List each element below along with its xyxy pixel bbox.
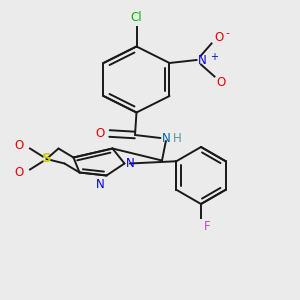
Text: +: + bbox=[210, 52, 218, 62]
Text: N: N bbox=[96, 178, 105, 191]
Text: -: - bbox=[225, 28, 229, 38]
Text: O: O bbox=[214, 31, 224, 44]
Text: O: O bbox=[15, 166, 24, 179]
Text: N: N bbox=[198, 53, 207, 67]
Text: O: O bbox=[15, 139, 24, 152]
Text: N: N bbox=[162, 131, 171, 145]
Text: S: S bbox=[42, 152, 51, 166]
Text: O: O bbox=[216, 76, 225, 89]
Text: O: O bbox=[96, 127, 105, 140]
Text: Cl: Cl bbox=[131, 11, 142, 24]
Text: F: F bbox=[204, 220, 211, 233]
Text: H: H bbox=[173, 131, 182, 145]
Text: N: N bbox=[126, 157, 135, 170]
